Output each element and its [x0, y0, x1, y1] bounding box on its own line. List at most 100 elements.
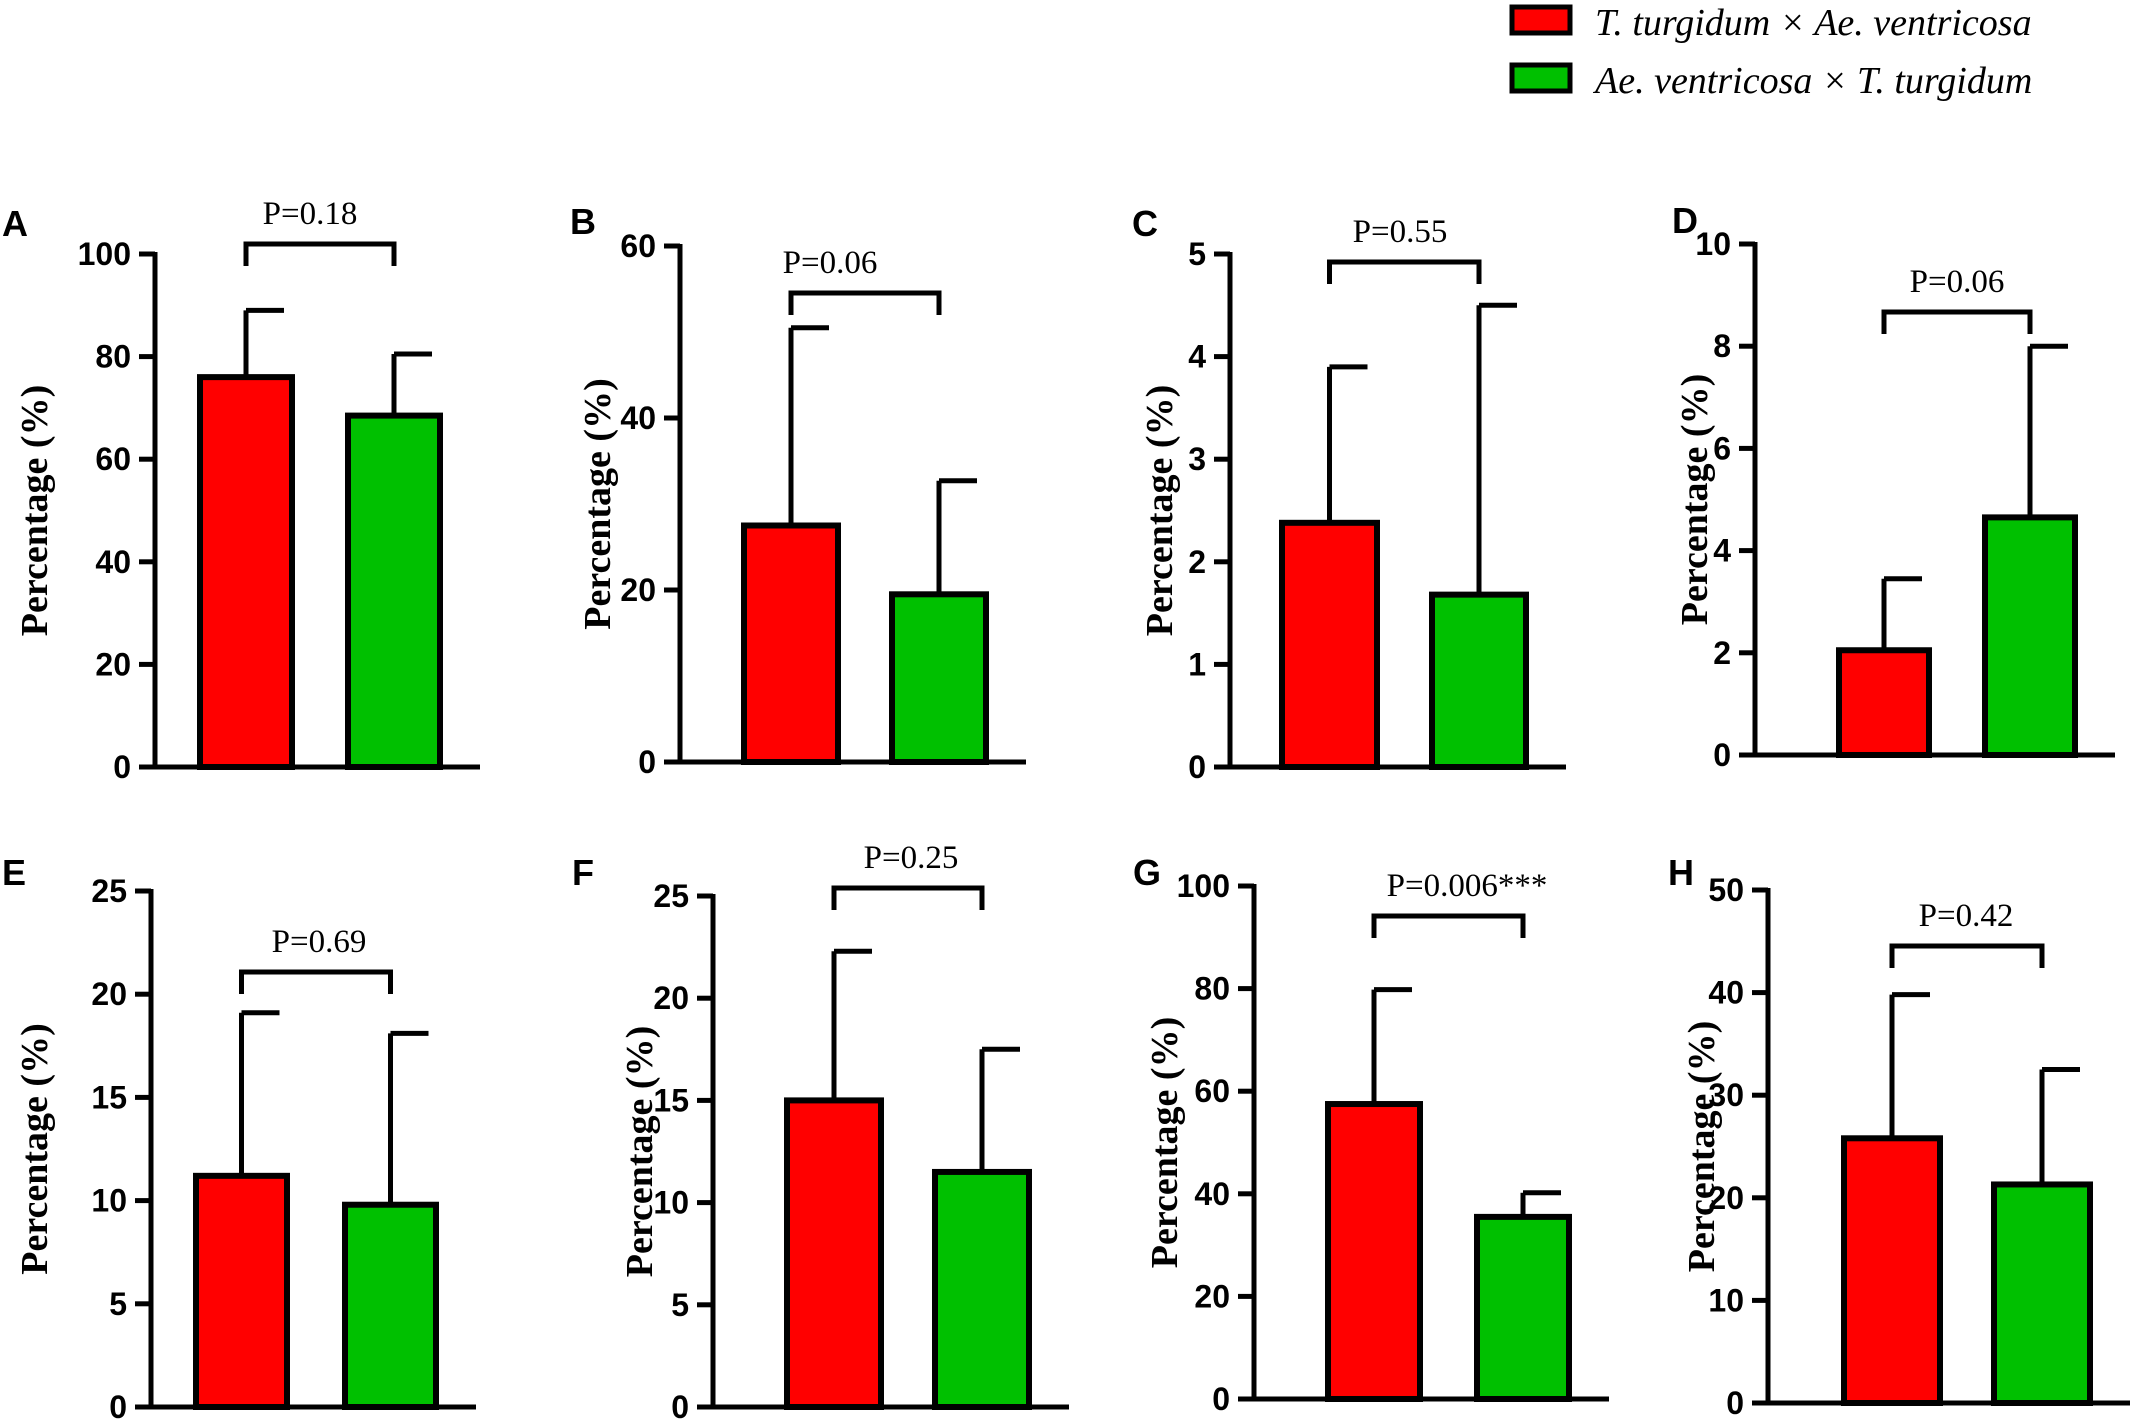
y-tick-label: 1	[1188, 646, 1206, 682]
y-axis-label: Percentage (%)	[14, 1023, 56, 1274]
y-axis-label: Percentage (%)	[619, 1026, 661, 1277]
panel-letter: G	[1133, 852, 1161, 893]
significance-bracket	[1371, 913, 1526, 938]
panel-letter: B	[570, 201, 596, 242]
y-tick-label: 4	[1188, 339, 1206, 375]
y-tick-label: 6	[1713, 430, 1731, 466]
y-tick-label: 0	[671, 1389, 689, 1425]
y-tick-label: 10	[1695, 226, 1731, 262]
significance-bracket	[788, 290, 942, 315]
y-tick-label: 5	[1188, 236, 1206, 272]
y-tick-label: 0	[1726, 1385, 1744, 1421]
p-value-label: P=0.42	[1919, 898, 2014, 934]
significance-bracket	[239, 969, 393, 994]
p-value-label: P=0.06	[783, 245, 878, 281]
y-tick-label: 15	[91, 1079, 127, 1115]
p-value-label: P=0.25	[864, 840, 959, 876]
panel-letter: D	[1672, 200, 1698, 241]
y-tick-label: 0	[1212, 1381, 1230, 1417]
y-tick-label: 80	[1194, 971, 1230, 1007]
bar-series2	[889, 591, 989, 765]
p-value-label: P=0.55	[1353, 214, 1448, 250]
y-tick-label: 40	[620, 400, 656, 436]
panel-h: H Percentage (%) 0 10 20 30 40 50 P=0.42	[1668, 852, 2130, 1421]
y-tick-label: 3	[1188, 441, 1206, 477]
y-tick-label: 0	[113, 749, 131, 785]
y-tick-label: 60	[1194, 1073, 1230, 1109]
bar-series1	[1836, 647, 1932, 758]
y-tick-label: 20	[620, 572, 656, 608]
y-tick-label: 20	[1708, 1180, 1744, 1216]
y-tick-label: 40	[1194, 1176, 1230, 1212]
significance-bracket	[831, 885, 985, 910]
significance-bracket	[1327, 259, 1482, 284]
y-tick-label: 20	[1194, 1278, 1230, 1314]
y-axis-label: Percentage (%)	[1139, 385, 1181, 636]
panel-b: B Percentage (%) 0 20 40 60 P=0.06	[570, 201, 1026, 780]
y-tick-label: 0	[1188, 749, 1206, 785]
y-tick-label: 4	[1713, 533, 1731, 569]
legend-label: Ae. ventricosa × T. turgidum	[1592, 60, 2032, 102]
bar-series1	[1325, 1101, 1423, 1403]
y-tick-label: 8	[1713, 328, 1731, 364]
y-tick-label: 100	[78, 236, 131, 272]
significance-bracket	[1881, 309, 2033, 334]
bar-series2	[1474, 1213, 1572, 1403]
p-value-label: P=0.69	[272, 924, 367, 960]
legend-label: T. turgidum × Ae. ventricosa	[1595, 2, 2032, 44]
significance-bracket	[243, 241, 397, 266]
y-tick-label: 60	[95, 441, 131, 477]
y-tick-label: 5	[109, 1286, 127, 1322]
y-axis-label: Percentage (%)	[577, 378, 619, 629]
y-tick-label: 60	[620, 228, 656, 264]
y-tick-label: 2	[1188, 544, 1206, 580]
y-tick-label: 25	[653, 878, 689, 914]
y-tick-label: 0	[638, 744, 656, 780]
panel-letter: C	[1132, 203, 1158, 244]
bar-series2	[1429, 591, 1529, 771]
bar-series1	[197, 374, 295, 770]
y-tick-label: 0	[109, 1389, 127, 1425]
legend-swatch	[1509, 4, 1573, 36]
panel-letter: H	[1668, 852, 1694, 893]
p-value-label: P=0.18	[263, 196, 358, 232]
y-tick-label: 15	[653, 1082, 689, 1118]
y-tick-label: 10	[91, 1183, 127, 1219]
y-tick-label: 2	[1713, 635, 1731, 671]
y-tick-label: 50	[1708, 872, 1744, 908]
bar-series2	[1982, 514, 2078, 759]
y-tick-label: 20	[653, 980, 689, 1016]
panel-d: D Percentage (%) 0 2 4 6 8 10 P=0.06	[1672, 200, 2115, 773]
y-tick-label: 20	[91, 976, 127, 1012]
panel-c: C Percentage (%) 0 1 2 3 4 5 P=0.55	[1132, 203, 1566, 785]
y-tick-label: 100	[1177, 868, 1230, 904]
y-axis-label: Percentage (%)	[14, 385, 56, 636]
bar-series1	[193, 1172, 290, 1411]
bar-series1	[741, 522, 841, 765]
bar-series2	[1991, 1181, 2093, 1407]
y-tick-label: 10	[653, 1185, 689, 1221]
panel-letter: E	[2, 852, 26, 893]
panel-letter: F	[572, 852, 594, 893]
bar-series2	[342, 1201, 439, 1411]
p-value-label: P=0.06	[1910, 264, 2005, 300]
bar-series1	[1279, 519, 1380, 771]
p-value-label: P=0.006***	[1387, 868, 1548, 904]
y-tick-label: 80	[95, 339, 131, 375]
y-axis-label: Percentage (%)	[1144, 1017, 1186, 1268]
y-axis-label: Percentage (%)	[1681, 1021, 1723, 1272]
legend: T. turgidum × Ae. ventricosa Ae. ventrico…	[1509, 2, 2032, 102]
y-axis-label: Percentage (%)	[1674, 374, 1716, 625]
y-tick-label: 30	[1708, 1077, 1744, 1113]
panel-f: F Percentage (%) 0 5 10 15 20 25 P=0.25	[572, 840, 1069, 1425]
y-tick-label: 0	[1713, 737, 1731, 773]
panel-e: E Percentage (%) 0 5 10 15 20 25 P=0.69	[2, 852, 476, 1425]
bar-series1	[1841, 1135, 1943, 1406]
panel-g: G Percentage (%) 0 20 40 60 80 100 P=0.006***	[1133, 852, 1609, 1417]
y-tick-label: 20	[95, 646, 131, 682]
y-tick-label: 10	[1708, 1282, 1744, 1318]
y-tick-label: 40	[1708, 975, 1744, 1011]
y-tick-label: 5	[671, 1287, 689, 1323]
panel-letter: A	[2, 203, 28, 244]
